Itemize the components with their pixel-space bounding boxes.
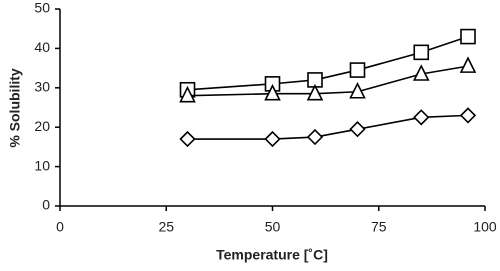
marker xyxy=(306,83,324,101)
marker xyxy=(413,109,430,126)
marker xyxy=(349,121,366,138)
x-tick-label: 0 xyxy=(56,219,64,235)
y-axis-label: % Solubility xyxy=(7,68,23,148)
y-tick-label: 40 xyxy=(34,39,50,55)
y-tick-label: 50 xyxy=(34,0,50,16)
y-tick-label: 20 xyxy=(34,118,50,134)
marker xyxy=(459,56,477,73)
x-tick-label: 25 xyxy=(158,219,174,235)
marker xyxy=(306,128,324,146)
y-tick-label: 10 xyxy=(34,157,50,173)
marker xyxy=(460,28,476,45)
marker xyxy=(459,107,477,124)
y-tick-label: 0 xyxy=(42,197,50,213)
y-tick-label: 30 xyxy=(34,79,50,95)
x-tick-label: 50 xyxy=(265,219,281,235)
marker xyxy=(179,130,196,148)
marker xyxy=(413,44,430,61)
marker xyxy=(264,130,281,148)
x-tick-label: 75 xyxy=(371,219,387,235)
x-tick-label: 100 xyxy=(473,219,497,235)
marker xyxy=(349,81,366,99)
x-axis-label: Temperature [˚C] xyxy=(216,247,328,263)
marker xyxy=(412,64,430,81)
series-line xyxy=(187,65,469,97)
marker xyxy=(264,83,281,101)
marker xyxy=(349,62,366,78)
marker xyxy=(179,85,196,103)
